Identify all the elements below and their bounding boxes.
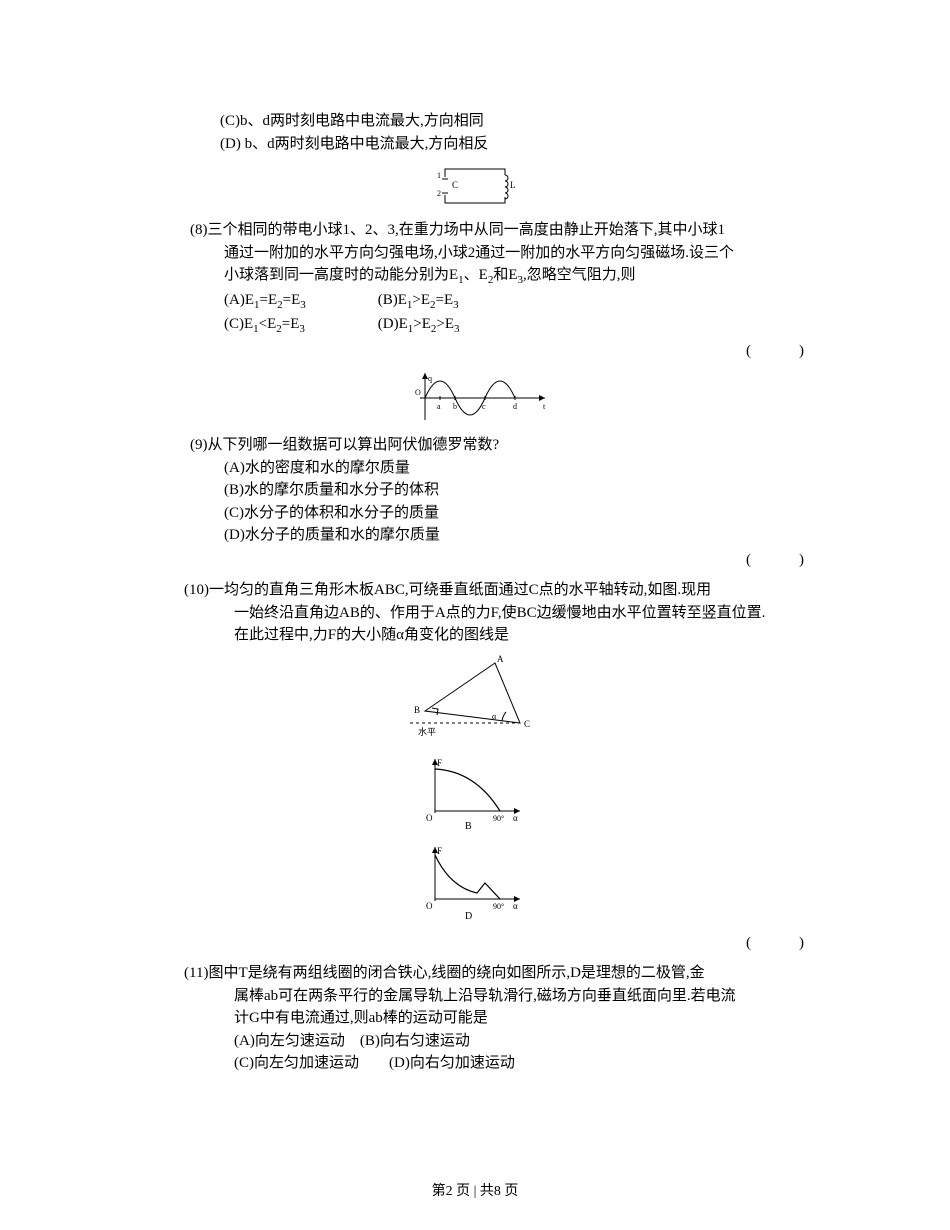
- graphD-x: α: [513, 901, 518, 911]
- q9-bracket: ( ): [130, 549, 820, 572]
- q11-stem-line2: 属棒ab可在两条平行的金属导轨上沿导轨滑行,磁场方向垂直纸面向里.若电流: [130, 985, 820, 1008]
- q8-stem-line3: 小球落到同一高度时的动能分别为E1、E2和E3,忽略空气阻力,则: [130, 264, 820, 289]
- q9-option-a: (A)水的密度和水的摩尔质量: [130, 457, 820, 480]
- q9-option-c: (C)水分子的体积和水分子的质量: [130, 502, 820, 525]
- graphB-y: F: [437, 758, 442, 768]
- q9: (9) 从下列哪一组数据可以算出阿伏伽德罗常数? (A)水的密度和水的摩尔质量 …: [130, 434, 820, 571]
- q10-graph-d: F O 90° α D: [130, 839, 820, 924]
- q10-bracket: ( ): [130, 932, 820, 955]
- sine-y-label: q: [428, 374, 432, 383]
- q8-options-row1: (A)E1=E2=E3 (B)E1>E2=E3: [130, 289, 820, 314]
- q11-stem-line1: 图中T是绕有两组线圈的闭合铁心,线圈的绕向如图所示,D是理想的二极管,金: [208, 962, 820, 985]
- graphD-y: F: [437, 846, 442, 856]
- sine-tick-a: a: [437, 402, 441, 411]
- sine-tick-b: b: [453, 402, 457, 411]
- q11-options-row1: (A)向左匀速运动 (B)向右匀速运动: [130, 1030, 820, 1053]
- triangle-A: A: [497, 654, 504, 664]
- q8-number: (8): [130, 219, 208, 242]
- q10-stem-line2: 一始终沿直角边AB的、作用于A点的力F,使BC边缓慢地由水平位置转至竖直位置.: [130, 602, 820, 625]
- q10-triangle-figure: A B C α 水平: [130, 653, 820, 743]
- circuit-label-2: 2: [437, 189, 441, 198]
- graphD-origin: O: [426, 901, 433, 911]
- graphB-sublabel: B: [465, 821, 472, 831]
- q8-sinewave-figure: q O t a b c d: [130, 368, 820, 426]
- q9-option-b: (B)水的摩尔质量和水分子的体积: [130, 479, 820, 502]
- graphD-sublabel: D: [465, 911, 472, 922]
- graphB-origin: O: [426, 813, 433, 823]
- circuit-label-l: L: [510, 180, 516, 190]
- q9-stem: 从下列哪一组数据可以算出阿伏伽德罗常数?: [208, 434, 821, 457]
- page-footer: 第2 页 | 共8 页: [0, 1181, 950, 1202]
- q8-options-row2: (C)E1<E2=E3 (D)E1>E2>E3: [130, 313, 820, 338]
- q11: (11) 图中T是绕有两组线圈的闭合铁心,线圈的绕向如图所示,D是理想的二极管,…: [130, 962, 820, 1075]
- q10-stem-line3: 在此过程中,力F的大小随α角变化的图线是: [130, 624, 820, 647]
- q8-stem-line1: 三个相同的带电小球1、2、3,在重力场中从同一高度由静止开始落下,其中小球1: [208, 219, 821, 242]
- q10-number: (10): [130, 579, 209, 602]
- circuit-label-c: C: [452, 180, 458, 190]
- q11-number: (11): [130, 962, 208, 985]
- graphB-x: α: [513, 813, 518, 823]
- sine-tick-c: c: [482, 402, 486, 411]
- q7-option-d: (D) b、d两时刻电路中电流最大,方向相反: [130, 133, 820, 156]
- q10-graph-b: F O 90° α B: [130, 751, 820, 831]
- graphB-xtick: 90°: [493, 814, 504, 823]
- q8: (8) 三个相同的带电小球1、2、3,在重力场中从同一高度由静止开始落下,其中小…: [130, 219, 820, 362]
- q9-option-d: (D)水分子的质量和水的摩尔质量: [130, 524, 820, 547]
- q9-number: (9): [130, 434, 208, 457]
- triangle-B: B: [414, 705, 420, 715]
- circuit-label-1: 1: [437, 171, 441, 180]
- q11-stem-line3: 计G中有电流通过,则ab棒的运动可能是: [130, 1007, 820, 1030]
- q8-stem-line2: 通过一附加的水平方向匀强电场,小球2通过一附加的水平方向匀强磁场.设三个: [130, 242, 820, 265]
- q10: (10) 一均匀的直角三角形木板ABC,可绕垂直纸面通过C点的水平轴转动,如图.…: [130, 579, 820, 647]
- q11-options-row2: (C)向左匀加速运动 (D)向右匀加速运动: [130, 1052, 820, 1075]
- graphD-xtick: 90°: [493, 902, 504, 911]
- q7-option-c: (C)b、d两时刻电路中电流最大,方向相同: [130, 110, 820, 133]
- sine-x-label: t: [543, 402, 546, 411]
- q10-stem-line1: 一均匀的直角三角形木板ABC,可绕垂直纸面通过C点的水平轴转动,如图.现用: [209, 579, 820, 602]
- sine-origin: O: [415, 388, 421, 397]
- triangle-C: C: [524, 719, 530, 729]
- sine-tick-d: d: [513, 402, 517, 411]
- q8-bracket: ( ): [130, 340, 820, 363]
- q7-circuit-figure: 1 2 C L: [130, 161, 820, 211]
- exam-page: (C)b、d两时刻电路中电流最大,方向相同 (D) b、d两时刻电路中电流最大,…: [0, 0, 950, 1230]
- triangle-horizontal-label: 水平: [418, 726, 436, 737]
